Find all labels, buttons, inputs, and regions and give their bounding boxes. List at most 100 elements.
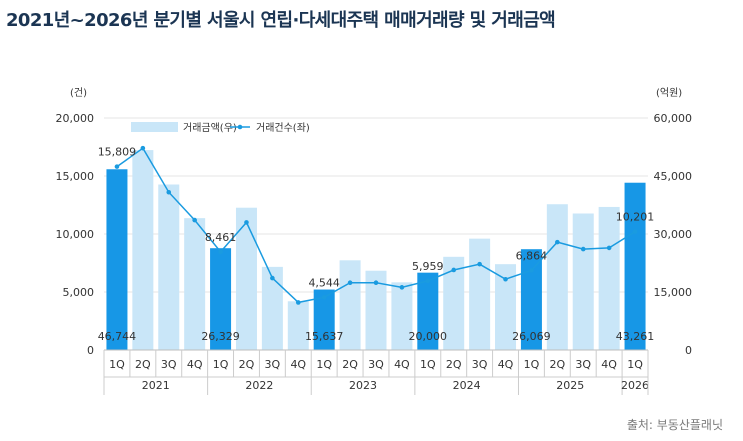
legend-bar-label: 거래금액(우) xyxy=(183,122,237,134)
quarter-label: 2Q xyxy=(135,358,151,371)
line-point xyxy=(114,164,120,169)
quarter-label: 1Q xyxy=(316,358,332,371)
bar xyxy=(469,238,491,350)
quarter-label: 3Q xyxy=(368,358,384,371)
line-point xyxy=(580,246,586,252)
bar xyxy=(520,249,542,350)
line-point xyxy=(373,280,379,286)
quarter-label: 3Q xyxy=(472,358,488,371)
bar xyxy=(287,301,309,350)
bar xyxy=(417,272,439,350)
left-tick-label: 5,000 xyxy=(63,286,95,299)
line-point xyxy=(555,239,560,245)
line-point xyxy=(425,278,431,284)
legend-line-marker xyxy=(237,124,243,130)
line-data-label: 5,959 xyxy=(412,260,444,273)
line-point xyxy=(192,217,197,223)
line-point xyxy=(606,245,612,251)
bar xyxy=(572,213,594,350)
quarter-label: 4Q xyxy=(498,358,514,371)
bar xyxy=(235,207,257,350)
right-axis-unit: (억원) xyxy=(656,87,682,99)
quarter-label: 3Q xyxy=(161,358,177,371)
bar xyxy=(391,282,413,350)
line-point xyxy=(321,294,327,300)
quarter-label: 4Q xyxy=(290,358,306,371)
bar-data-label: 43,261 xyxy=(616,330,655,343)
line-point xyxy=(503,276,508,282)
line-data-label: 10,201 xyxy=(616,211,655,224)
quarter-label: 2Q xyxy=(342,358,358,371)
line-point xyxy=(244,220,249,225)
bar-data-label: 26,069 xyxy=(512,330,551,343)
right-tick-label: 0 xyxy=(685,344,692,357)
year-label: 2026 xyxy=(621,379,649,392)
bar-data-label: 15,637 xyxy=(305,330,344,343)
line-data-label: 15,809 xyxy=(98,146,137,159)
line-point xyxy=(399,285,405,290)
line-point xyxy=(218,249,223,255)
bar xyxy=(184,218,206,350)
bar xyxy=(106,169,128,350)
line-point xyxy=(140,145,146,151)
bar xyxy=(443,256,465,350)
line-point xyxy=(295,300,301,305)
line-point xyxy=(451,267,457,273)
line-data-label: 4,544 xyxy=(308,276,340,289)
right-tick-label: 45,000 xyxy=(654,170,693,183)
quarter-label: 1Q xyxy=(109,358,125,371)
line-point xyxy=(166,189,172,195)
bar-data-label: 20,000 xyxy=(409,330,448,343)
line-data-label: 8,461 xyxy=(205,231,237,244)
bar-data-label: 46,744 xyxy=(98,330,137,343)
legend-bar-swatch xyxy=(131,122,178,132)
bar xyxy=(313,289,335,350)
quarter-label: 4Q xyxy=(187,358,203,371)
line-point xyxy=(632,229,638,234)
quarter-label: 1Q xyxy=(524,358,540,371)
bar xyxy=(158,184,180,350)
quarter-label: 3Q xyxy=(265,358,281,371)
bar xyxy=(365,270,387,350)
year-label: 2022 xyxy=(245,379,273,392)
quarter-label: 4Q xyxy=(601,358,617,371)
left-tick-label: 20,000 xyxy=(56,112,95,125)
quarter-label: 2Q xyxy=(549,358,565,371)
quarter-label: 1Q xyxy=(420,358,436,371)
left-tick-label: 10,000 xyxy=(56,228,95,241)
line-point xyxy=(529,268,534,273)
right-tick-label: 30,000 xyxy=(654,228,693,241)
line-point xyxy=(477,261,482,267)
bar xyxy=(546,204,568,350)
quarter-label: 2Q xyxy=(446,358,462,371)
line-point xyxy=(270,275,275,281)
right-tick-label: 60,000 xyxy=(654,112,693,125)
right-tick-label: 15,000 xyxy=(654,286,693,299)
chart-source: 출처: 부동산플래닛 xyxy=(626,418,723,432)
left-tick-label: 15,000 xyxy=(56,170,95,183)
legend-line-label: 거래건수(좌) xyxy=(256,122,310,134)
quarter-label: 4Q xyxy=(394,358,410,371)
quarter-label: 3Q xyxy=(575,358,591,371)
line-data-label: 6,864 xyxy=(516,249,548,262)
left-tick-label: 0 xyxy=(87,344,94,357)
line-point xyxy=(347,280,353,286)
bar xyxy=(624,182,646,350)
year-label: 2023 xyxy=(349,379,377,392)
bar xyxy=(261,266,283,350)
year-label: 2024 xyxy=(453,379,481,392)
quarter-label: 1Q xyxy=(627,358,643,371)
bar xyxy=(598,206,620,350)
quarter-label: 1Q xyxy=(213,358,229,371)
chart-title: 2021년~2026년 분기별 서울시 연립·다세대주택 매매거래량 및 거래금… xyxy=(6,10,556,31)
bar xyxy=(132,150,154,350)
bar xyxy=(210,248,232,350)
quarter-label: 2Q xyxy=(239,358,255,371)
left-axis-unit: (건) xyxy=(70,87,87,99)
bar xyxy=(495,264,517,350)
year-label: 2021 xyxy=(142,379,170,392)
bar-data-label: 26,329 xyxy=(201,330,240,343)
year-label: 2025 xyxy=(556,379,584,392)
